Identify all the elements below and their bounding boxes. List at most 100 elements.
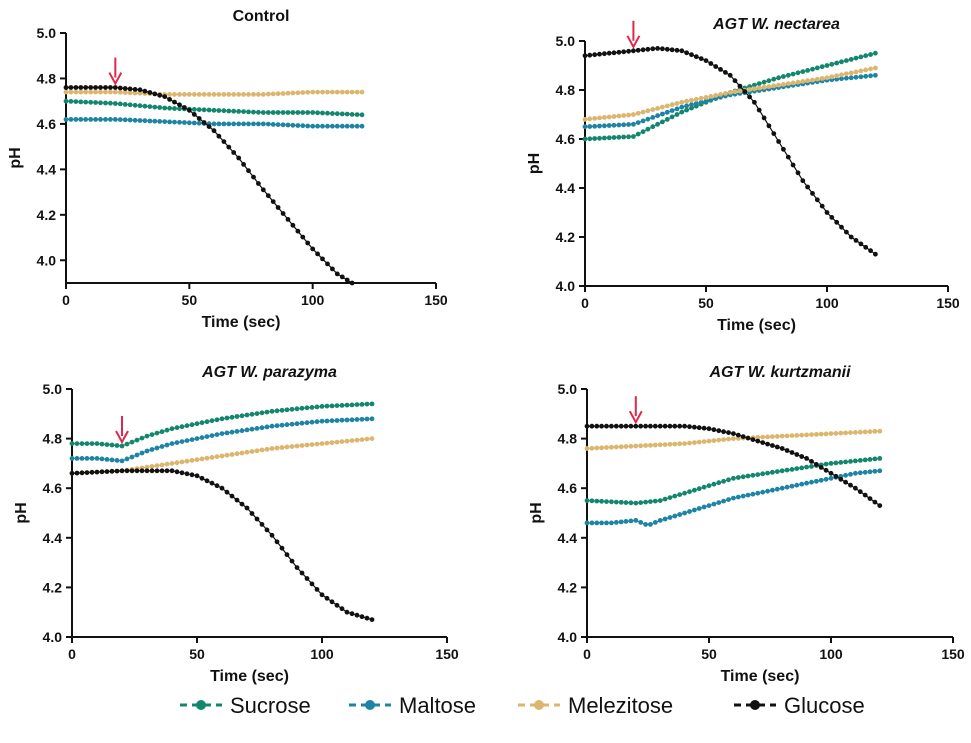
data-point [124, 456, 130, 462]
data-point [84, 470, 90, 475]
data-point [657, 498, 663, 503]
data-point [339, 123, 345, 129]
data-point [843, 430, 848, 436]
data-point [84, 441, 90, 446]
data-point [650, 124, 656, 130]
data-point [270, 110, 276, 115]
data-point [828, 470, 834, 476]
data-point [682, 490, 687, 496]
data-point [304, 405, 310, 411]
data-point [776, 82, 781, 88]
data-point [669, 102, 675, 108]
data-point [319, 441, 325, 446]
data-point [604, 423, 609, 429]
data-point [799, 465, 805, 471]
data-point [152, 118, 158, 124]
data-point [196, 116, 202, 121]
data-point [265, 121, 271, 127]
data-point [862, 492, 868, 498]
data-point [770, 443, 775, 448]
data-point [334, 439, 340, 445]
data-point [616, 122, 622, 128]
data-point [354, 417, 360, 422]
data-point [290, 122, 296, 128]
data-point [98, 117, 103, 122]
data-point [104, 442, 110, 447]
data-point [73, 99, 79, 104]
legend-item-sucrose: Sucrose [180, 693, 311, 718]
data-point [664, 46, 670, 52]
data-point [157, 119, 163, 124]
data-point [79, 470, 85, 476]
data-point [716, 480, 722, 486]
data-point [182, 105, 187, 110]
data-point [226, 92, 232, 97]
data-point [794, 482, 800, 488]
data-point [98, 89, 103, 95]
data-point [848, 57, 854, 62]
data-point [194, 436, 200, 441]
data-point [750, 491, 756, 497]
y-tick-label: 4.4 [43, 530, 63, 546]
data-point [766, 78, 772, 84]
data-point [103, 100, 108, 106]
data-point [184, 423, 190, 429]
data-point [364, 401, 370, 407]
data-point [703, 98, 709, 104]
data-point [214, 432, 220, 437]
data-point [877, 428, 883, 434]
data-point [154, 468, 160, 474]
data-point [339, 403, 345, 408]
data-point [755, 490, 761, 496]
data-point [687, 440, 692, 446]
y-tick-label: 4.8 [558, 431, 578, 447]
data-point [319, 592, 325, 598]
data-point [696, 439, 702, 445]
data-point [838, 460, 844, 465]
data-point [809, 432, 814, 437]
data-point [94, 441, 100, 446]
data-point [274, 445, 280, 451]
x-tick-label: 150 [435, 646, 459, 662]
data-point [304, 576, 310, 581]
data-point [224, 452, 230, 458]
data-point [684, 103, 689, 109]
data-point [613, 444, 619, 450]
data-point [677, 512, 683, 517]
data-point [597, 51, 602, 57]
legend-label: Sucrose [230, 693, 311, 718]
data-point [829, 74, 835, 80]
y-tick-label: 4.6 [558, 480, 578, 496]
data-point [68, 89, 74, 95]
data-point [109, 468, 115, 474]
data-point [184, 438, 190, 443]
data-point [289, 558, 295, 564]
data-point [334, 111, 340, 117]
data-point [616, 134, 622, 140]
data-point [359, 89, 365, 95]
data-point [818, 465, 824, 470]
legend-label: Maltose [399, 693, 476, 718]
y-axis-label: pH [7, 147, 24, 168]
data-point [834, 219, 840, 225]
data-point [814, 432, 819, 437]
legend-swatch-marker [196, 700, 206, 710]
data-point [83, 99, 89, 105]
data-point [239, 501, 245, 507]
data-point [696, 506, 702, 511]
data-point [848, 430, 853, 435]
data-point [703, 95, 709, 100]
data-point [800, 69, 806, 74]
data-point [706, 426, 712, 432]
data-point [708, 97, 714, 103]
data-point [206, 92, 212, 97]
data-point [781, 82, 786, 87]
data-point [206, 124, 212, 129]
data-point [172, 92, 177, 97]
data-point [129, 454, 135, 460]
data-point [329, 599, 335, 605]
data-point [858, 241, 864, 247]
data-point [339, 606, 345, 612]
data-point [662, 496, 668, 502]
data-point [844, 229, 849, 235]
